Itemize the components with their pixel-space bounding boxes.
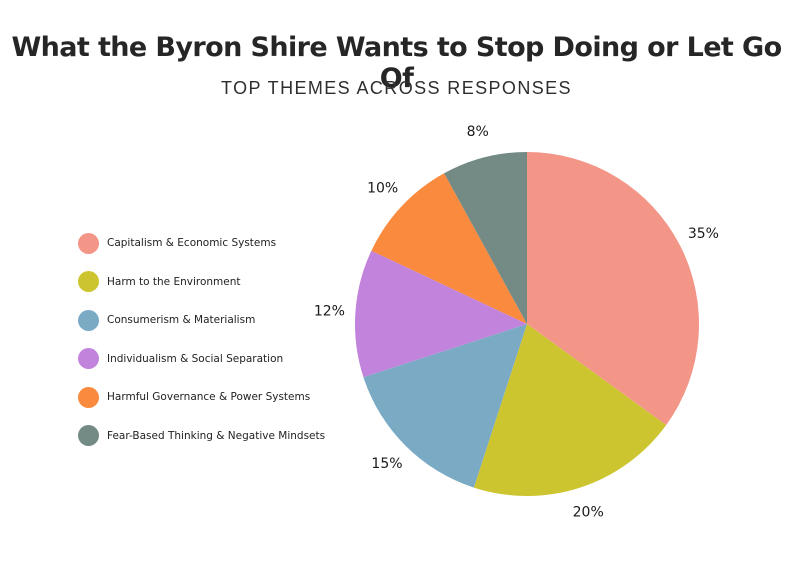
slice-value-label: 12%	[314, 304, 345, 320]
slice-value-label: 35%	[688, 226, 719, 242]
slice-value-label: 15%	[371, 456, 402, 472]
pie-slice	[371, 173, 527, 324]
pie-slices	[355, 152, 699, 496]
legend-swatch	[78, 348, 99, 370]
slice-value-label: 10%	[367, 180, 398, 196]
chart-title: What the Byron Shire Wants to Stop Doing…	[11, 32, 782, 94]
pie-slice	[355, 250, 527, 378]
slice-value-label: 8%	[467, 124, 489, 140]
legend-label: Harm to the Environment	[107, 275, 241, 288]
legend-swatch	[78, 309, 99, 331]
legend-item: Harmful Governance & Power Systems	[78, 378, 325, 417]
chart-subtitle: TOP THEMES ACROSS RESPONSES	[221, 78, 572, 98]
pie-slice	[363, 324, 527, 488]
legend-item: Consumerism & Materialism	[78, 301, 325, 340]
legend-item: Fear-Based Thinking & Negative Mindsets	[78, 417, 325, 456]
legend-label: Capitalism & Economic Systems	[107, 237, 277, 250]
legend-label: Consumerism & Materialism	[107, 314, 256, 327]
legend-swatch	[78, 386, 99, 408]
slice-value-label: 20%	[573, 504, 604, 520]
pie-slice	[444, 152, 527, 324]
legend-label: Individualism & Social Separation	[107, 352, 284, 365]
legend-label: Harmful Governance & Power Systems	[107, 391, 311, 404]
pie-slice	[473, 324, 667, 496]
pie-slice	[527, 152, 699, 426]
legend-swatch	[78, 271, 99, 293]
legend-swatch	[78, 232, 99, 254]
legend-label: Fear-Based Thinking & Negative Mindsets	[107, 429, 326, 442]
pie-labels: 35% 20% 15% 12% 10% 8%	[314, 124, 719, 520]
legend-swatch	[78, 425, 99, 447]
chart-legend: Capitalism & Economic Systems Harm to th…	[78, 224, 325, 455]
legend-item: Individualism & Social Separation	[78, 340, 325, 379]
legend-item: Harm to the Environment	[78, 263, 325, 302]
legend-item: Capitalism & Economic Systems	[78, 224, 325, 263]
